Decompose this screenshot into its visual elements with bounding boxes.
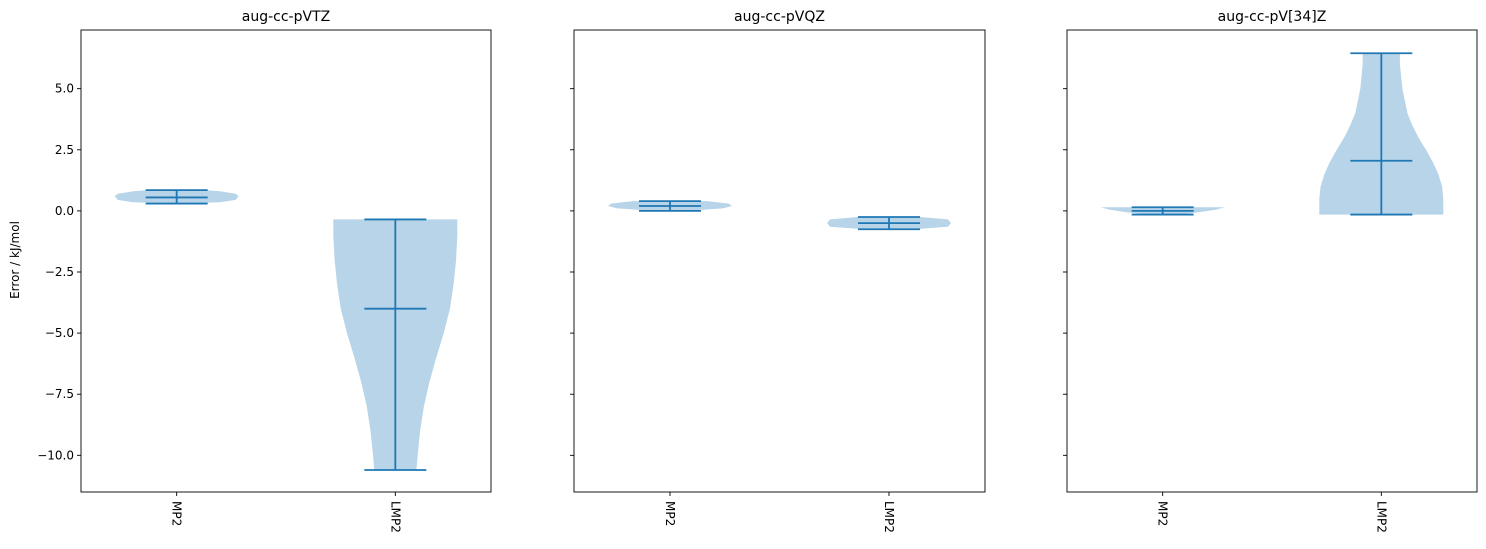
y-axis-label: Error / kJ/mol xyxy=(8,221,22,299)
x-tick-label-lmp2: LMP2 xyxy=(1374,501,1388,533)
panel-title: aug-cc-pVQZ xyxy=(734,9,825,25)
y-tick-label: 2.5 xyxy=(55,143,74,157)
panel-title: aug-cc-pV[34]Z xyxy=(1218,9,1327,25)
y-tick-label: 5.0 xyxy=(55,82,74,96)
panel-2: MP2 LMP2 aug-cc-pVQZ xyxy=(570,9,986,533)
panel-1: −10.0 −7.5 −5.0 −2.5 0.0 2.5 5.0 MP2 LMP2 aug-cc-… xyxy=(37,9,492,533)
axes-frame xyxy=(80,29,492,493)
axes-frame xyxy=(1066,29,1478,493)
x-tick-label-mp2: MP2 xyxy=(170,501,184,526)
y-tick-label: −10.0 xyxy=(37,448,74,462)
panel-title: aug-cc-pVTZ xyxy=(242,9,330,25)
y-tick-label: −5.0 xyxy=(45,326,74,340)
y-tick-label: −7.5 xyxy=(45,387,74,401)
panel-3: MP2 LMP2 aug-cc-pV[34]Z xyxy=(1063,9,1478,533)
y-tick-label: 0.0 xyxy=(55,204,74,218)
x-tick-label-lmp2: LMP2 xyxy=(388,501,402,533)
x-tick-label-lmp2: LMP2 xyxy=(882,501,896,533)
x-tick-label-mp2: MP2 xyxy=(663,501,677,526)
x-tick-label-mp2: MP2 xyxy=(1156,501,1170,526)
y-tick-label: −2.5 xyxy=(45,265,74,279)
axes-frame xyxy=(573,29,986,493)
